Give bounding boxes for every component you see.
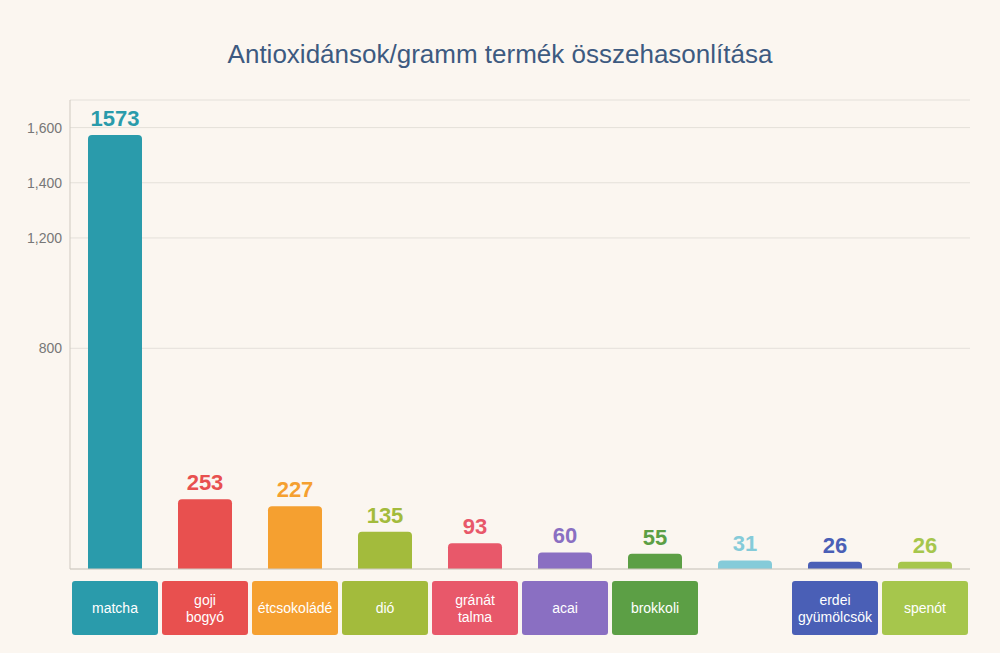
html-text:Antioxidánsok/gramm termék öss: Antioxidánsok/gramm termék összehasonlít… xyxy=(227,39,773,69)
svg-text:93: 93 xyxy=(463,514,487,539)
svg-text:1573: 1573 xyxy=(91,106,140,131)
svg-text:goji: goji xyxy=(194,592,216,608)
svg-text:étcsokoládé: étcsokoládé xyxy=(258,600,333,616)
svg-text:bogyó: bogyó xyxy=(186,609,224,625)
svg-text:dió: dió xyxy=(376,600,395,616)
svg-text:erdei: erdei xyxy=(819,592,850,608)
svg-text:talma: talma xyxy=(458,609,492,625)
svg-text:31: 31 xyxy=(733,531,757,556)
svg-text:227: 227 xyxy=(277,477,314,502)
svg-text:gyümölcsök: gyümölcsök xyxy=(798,609,873,625)
svg-text:1,200: 1,200 xyxy=(27,230,62,246)
svg-text:26: 26 xyxy=(823,533,847,558)
svg-text:26: 26 xyxy=(913,533,937,558)
svg-text:1,600: 1,600 xyxy=(27,120,62,136)
svg-text:brokkoli: brokkoli xyxy=(631,600,679,616)
svg-text:matcha: matcha xyxy=(92,600,138,616)
svg-text:acai: acai xyxy=(552,600,578,616)
svg-text:800: 800 xyxy=(39,340,63,356)
svg-text:135: 135 xyxy=(367,503,404,528)
svg-text:gránát: gránát xyxy=(455,592,495,608)
svg-text:spenót: spenót xyxy=(904,600,946,616)
svg-text:1,400: 1,400 xyxy=(27,175,62,191)
svg-text:55: 55 xyxy=(643,525,667,550)
svg-text:253: 253 xyxy=(187,470,224,495)
svg-text:60: 60 xyxy=(553,523,577,548)
